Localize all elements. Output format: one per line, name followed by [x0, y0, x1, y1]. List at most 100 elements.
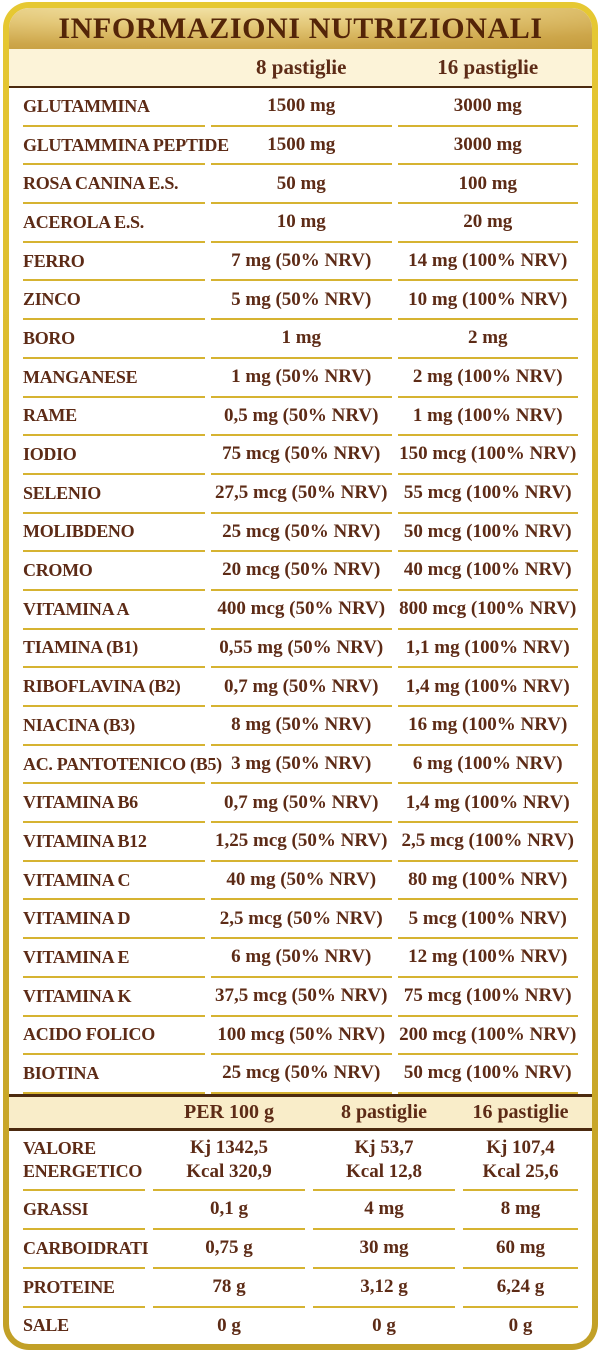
value-8-pastiglie: 3 mg (50% NRV)	[211, 746, 392, 785]
table-row: RAME 0,5 mg (50% NRV) 1 mg (100% NRV)	[9, 398, 592, 437]
value-8-pastiglie: 4 mg	[313, 1191, 455, 1230]
value-16-pastiglie: 200 mcg (100% NRV)	[397, 1017, 578, 1056]
value-8-pastiglie: 0 g	[372, 1314, 396, 1336]
table-row: TIAMINA (B1) 0,55 mg (50% NRV) 1,1 mg (100…	[9, 630, 592, 669]
table-row: BORO 1 mg 2 mg	[9, 320, 592, 359]
value-8-pastiglie: 25 mcg (50% NRV)	[211, 514, 392, 553]
nutrient-name: CROMO	[23, 552, 205, 591]
table-row: FERRO 7 mg (50% NRV) 14 mg (100% NRV)	[9, 243, 592, 282]
value-per-100g: 0,1 g	[153, 1191, 305, 1230]
value-8-pastiglie: 6 mg (50% NRV)	[211, 939, 392, 978]
energy-rows: VALORE ENERGETICO Kj 1342,5 Kcal 320,9 Kj …	[9, 1131, 592, 1344]
table-row: MOLIBDENO 25 mcg (50% NRV) 50 mcg (100% NR…	[9, 514, 592, 553]
nutrient-name: MOLIBDENO	[23, 514, 205, 553]
value-16-pastiglie: 75 mcg (100% NRV)	[397, 978, 578, 1017]
nutrient-name: ACEROLA E.S.	[23, 204, 205, 243]
table-row: VITAMINA A 400 mcg (50% NRV) 800 mcg (100%…	[9, 591, 592, 630]
table-row: ACIDO FOLICO 100 mcg (50% NRV) 200 mcg (10…	[9, 1017, 592, 1056]
nutrient-name: VITAMINA C	[23, 862, 205, 901]
value-16-pastiglie: 14 mg (100% NRV)	[397, 243, 578, 282]
nutrition-label-card: INFORMAZIONI NUTRIZIONALI 8 pastiglie 16…	[3, 2, 598, 1350]
table-row: VITAMINA B6 0,7 mg (50% NRV) 1,4 mg (100% …	[9, 784, 592, 824]
value-16-pastiglie: 1,1 mg (100% NRV)	[397, 630, 578, 669]
title-band: INFORMAZIONI NUTRIZIONALI	[9, 8, 592, 49]
value-8-pastiglie: 7 mg (50% NRV)	[211, 243, 392, 282]
value-8-pastiglie: 10 mg	[211, 204, 392, 243]
value-8-pastiglie: 25 mcg (50% NRV)	[211, 1055, 392, 1094]
value-16-pastiglie: 1 mg (100% NRV)	[397, 398, 578, 437]
table-row: ROSA CANINA E.S. 50 mg 100 mg	[9, 165, 592, 205]
value-16-pastiglie: 8 mg	[463, 1191, 578, 1230]
table-row: RIBOFLAVINA (B2) 0,7 mg (50% NRV) 1,4 mg (…	[9, 668, 592, 707]
table-row: IODIO 75 mcg (50% NRV) 150 mcg (100% NRV)	[9, 436, 592, 475]
value-8-pastiglie: Kj 53,7 Kcal 12,8	[313, 1131, 455, 1191]
table-row: SALE 0 g 0 g 0 g	[9, 1308, 592, 1344]
value-16-pastiglie: Kj 107,4 Kcal 25,6	[463, 1131, 578, 1191]
nutrient-name: VITAMINA E	[23, 939, 205, 978]
value-16-pastiglie: 40 mcg (100% NRV)	[397, 552, 578, 591]
nutrients-header-row: 8 pastiglie 16 pastiglie	[9, 49, 592, 88]
value-8-pastiglie: 30 mg	[313, 1230, 455, 1269]
nutrient-name: NIACINA (B3)	[23, 707, 205, 746]
energy-row-name: PROTEINE	[23, 1269, 145, 1308]
table-row: NIACINA (B3) 8 mg (50% NRV) 16 mg (100% NR…	[9, 707, 592, 746]
table-row: VITAMINA C 40 mg (50% NRV) 80 mg (100% NRV…	[9, 862, 592, 901]
value-per-100g: 78 g	[153, 1269, 305, 1308]
table-row: CROMO 20 mcg (50% NRV) 40 mcg (100% NRV)	[9, 552, 592, 591]
energy-row-name: CARBOIDRATI	[23, 1230, 149, 1269]
value-8-pastiglie: 75 mcg (50% NRV)	[211, 436, 392, 475]
nutrient-name: VITAMINA K	[23, 978, 205, 1017]
value-16-pastiglie: 50 mcg (100% NRV)	[397, 514, 578, 553]
nutrient-name: MANGANESE	[23, 359, 205, 398]
value-8-pastiglie: 20 mcg (50% NRV)	[211, 552, 392, 591]
nutrient-name: AC. PANTOTENICO (B5)	[23, 746, 222, 785]
value-16-pastiglie: 6 mg (100% NRV)	[397, 746, 578, 785]
nutrient-name: TIAMINA (B1)	[23, 630, 205, 669]
table-row: BIOTINA 25 mcg (50% NRV) 50 mcg (100% NRV)	[9, 1055, 592, 1094]
value-16-pastiglie: 1,4 mg (100% NRV)	[397, 668, 578, 707]
table-row: CARBOIDRATI 0,75 g 30 mg 60 mg	[9, 1230, 592, 1269]
nutrient-name: VITAMINA A	[23, 591, 205, 630]
value-16-pastiglie: 55 mcg (100% NRV)	[397, 475, 578, 514]
table-row: AC. PANTOTENICO (B5) 3 mg (50% NRV) 6 mg (…	[9, 746, 592, 785]
nutrients-header-8-pastiglie: 8 pastiglie	[256, 55, 347, 79]
value-16-pastiglie: 6,24 g	[463, 1269, 578, 1308]
value-8-pastiglie: 5 mg (50% NRV)	[211, 281, 392, 321]
value-16-pastiglie: 800 mcg (100% NRV)	[397, 591, 578, 630]
table-row: VITAMINA K 37,5 mcg (50% NRV) 75 mcg (100%…	[9, 978, 592, 1017]
energy-row-name: VALORE ENERGETICO	[23, 1131, 145, 1191]
nutrient-name: GLUTAMMINA	[23, 88, 205, 127]
value-8-pastiglie: 50 mg	[211, 165, 392, 205]
table-row: ACEROLA E.S. 10 mg 20 mg	[9, 204, 592, 243]
value-8-pastiglie: 1 mg	[211, 320, 392, 359]
nutrient-name: ACIDO FOLICO	[23, 1017, 205, 1056]
energy-header-8-pastiglie: 8 pastiglie	[340, 1100, 428, 1123]
nutrient-name: VITAMINA B12	[23, 823, 205, 862]
table-row: GLUTAMMINA PEPTIDE 1500 mg 3000 mg	[9, 127, 592, 166]
value-16-pastiglie: 60 mg	[463, 1230, 578, 1269]
energy-header-per-100g: PER 100 g	[184, 1100, 274, 1123]
value-per-100g: Kj 1342,5 Kcal 320,9	[153, 1131, 305, 1191]
nutrient-name: BORO	[23, 320, 205, 359]
value-8-pastiglie: 1,25 mcg (50% NRV)	[211, 823, 392, 862]
nutrient-name: BIOTINA	[23, 1055, 205, 1094]
value-per-100g: 0,75 g	[153, 1230, 305, 1269]
table-row: VITAMINA B12 1,25 mcg (50% NRV) 2,5 mcg (1…	[9, 823, 592, 862]
nutrient-name: SELENIO	[23, 475, 205, 514]
value-8-pastiglie: 0,7 mg (50% NRV)	[211, 668, 392, 707]
value-8-pastiglie: 8 mg (50% NRV)	[211, 707, 392, 746]
value-16-pastiglie: 0 g	[508, 1314, 533, 1336]
value-16-pastiglie: 3000 mg	[397, 127, 578, 166]
value-16-pastiglie: 16 mg (100% NRV)	[397, 707, 578, 746]
nutrient-name: RAME	[23, 398, 205, 437]
value-8-pastiglie: 3,12 g	[313, 1269, 455, 1308]
value-16-pastiglie: 2,5 mcg (100% NRV)	[397, 823, 578, 862]
table-row: VITAMINA D 2,5 mcg (50% NRV) 5 mcg (100% N…	[9, 900, 592, 940]
nutrient-name: VITAMINA D	[23, 900, 205, 940]
value-8-pastiglie: 37,5 mcg (50% NRV)	[211, 978, 392, 1017]
value-16-pastiglie: 1,4 mg (100% NRV)	[397, 784, 578, 824]
value-8-pastiglie: 0,55 mg (50% NRV)	[211, 630, 392, 669]
energy-row-name: SALE	[23, 1315, 69, 1336]
